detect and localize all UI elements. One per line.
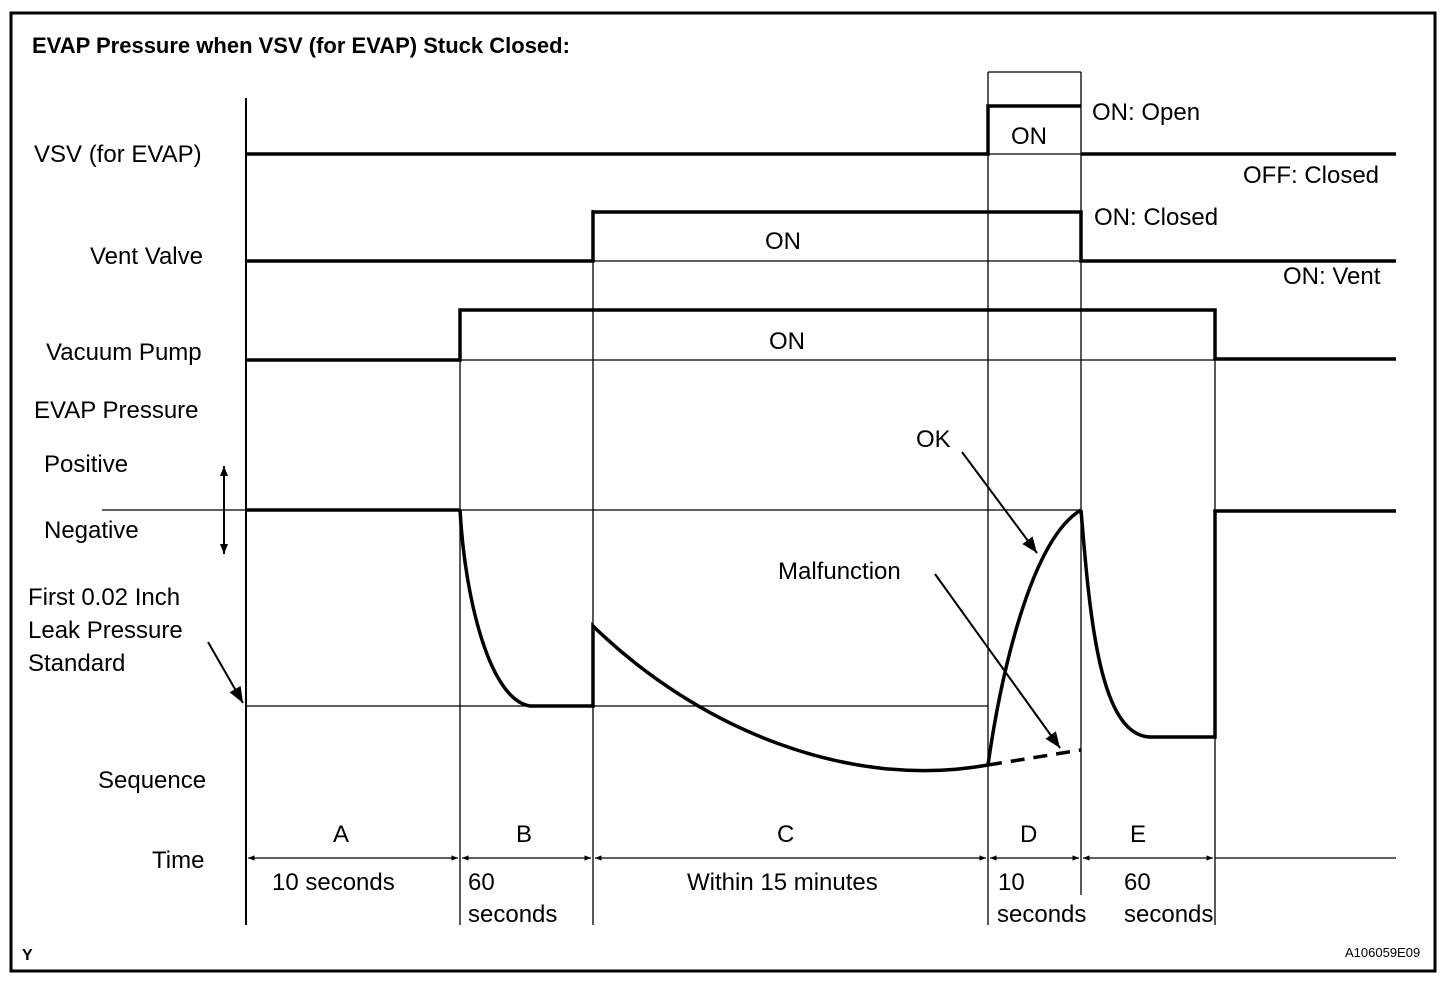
- figure-code: A106059E09: [1345, 945, 1420, 960]
- time-b-1: 60: [468, 869, 495, 896]
- leak-standard-arrow: [207, 641, 244, 704]
- label-sequence: Sequence: [98, 767, 206, 794]
- frame: [9, 11, 1437, 973]
- label-vacuum-pump: Vacuum Pump: [46, 339, 202, 366]
- vsv-on-label: ON: [1011, 123, 1047, 150]
- vsv-closed-label: OFF: Closed: [1243, 162, 1379, 189]
- time-e-2: seconds: [1124, 901, 1213, 928]
- sequence-a: A: [333, 821, 349, 848]
- label-evap-pressure: EVAP Pressure: [34, 397, 199, 424]
- vsv-open-label: ON: Open: [1092, 99, 1200, 126]
- vacuum-pump-signal: [246, 308, 1396, 362]
- vsv-signal: [246, 104, 1396, 156]
- malfunction-arrow: [934, 573, 1061, 749]
- evap-pressure-curve: [102, 466, 1396, 773]
- time-e-1: 60: [1124, 869, 1151, 896]
- label-leak-2: Leak Pressure: [28, 617, 183, 644]
- label-negative: Negative: [44, 517, 139, 544]
- pump-on-label: ON: [769, 328, 805, 355]
- time-d-2: seconds: [997, 901, 1086, 928]
- sequence-e: E: [1130, 821, 1146, 848]
- label-leak-1: First 0.02 Inch: [28, 584, 180, 611]
- label-vsv: VSV (for EVAP): [34, 141, 202, 168]
- phase-dividers: [245, 71, 1216, 925]
- time-d-1: 10: [998, 869, 1025, 896]
- sequence-d: D: [1020, 821, 1037, 848]
- time-b-2: seconds: [468, 901, 557, 928]
- vent-on-label: ON: [765, 228, 801, 255]
- label-positive: Positive: [44, 451, 128, 478]
- time-c: Within 15 minutes: [687, 869, 878, 896]
- malfunction-label: Malfunction: [778, 558, 901, 585]
- vent-vent-label: ON: Vent: [1283, 263, 1381, 290]
- diagram-title: EVAP Pressure when VSV (for EVAP) Stuck …: [32, 33, 570, 58]
- label-leak-3: Standard: [28, 650, 125, 677]
- ok-label: OK: [916, 426, 951, 453]
- time-a: 10 seconds: [272, 869, 395, 896]
- vent-closed-label: ON: Closed: [1094, 204, 1218, 231]
- sequence-b: B: [516, 821, 532, 848]
- ok-arrow: [961, 451, 1038, 554]
- vent-valve-signal: [246, 210, 1396, 263]
- sequence-c: C: [777, 821, 794, 848]
- label-time: Time: [152, 847, 204, 874]
- footer-mark: Y: [22, 947, 33, 964]
- label-vent-valve: Vent Valve: [90, 243, 203, 270]
